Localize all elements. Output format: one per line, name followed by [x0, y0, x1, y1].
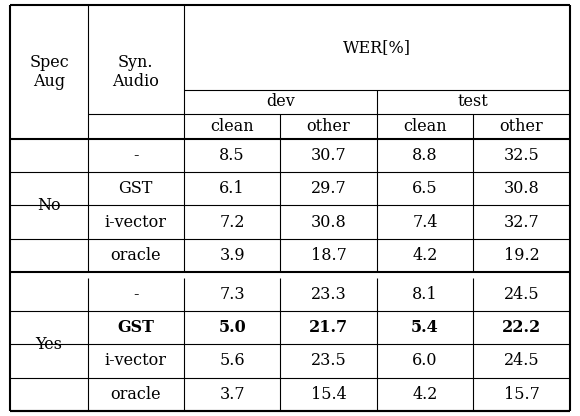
Text: 6.1: 6.1 [219, 180, 245, 197]
Text: test: test [458, 93, 488, 110]
Text: 30.8: 30.8 [503, 180, 539, 197]
Text: 5.4: 5.4 [411, 319, 439, 336]
Text: 3.9: 3.9 [219, 247, 245, 264]
Text: GST: GST [117, 319, 154, 336]
Text: 7.2: 7.2 [219, 213, 245, 230]
Text: 30.7: 30.7 [311, 147, 346, 164]
Text: i-vector: i-vector [104, 352, 166, 369]
Text: Spec
Aug: Spec Aug [29, 54, 69, 90]
Text: 8.8: 8.8 [412, 147, 438, 164]
Text: Yes: Yes [35, 336, 63, 353]
Text: 3.7: 3.7 [219, 386, 245, 403]
Text: 23.5: 23.5 [311, 352, 346, 369]
Text: 21.7: 21.7 [309, 319, 348, 336]
Text: 18.7: 18.7 [311, 247, 346, 264]
Text: 8.1: 8.1 [412, 286, 438, 303]
Text: other: other [499, 118, 543, 135]
Text: 30.8: 30.8 [311, 213, 346, 230]
Text: 4.2: 4.2 [412, 386, 438, 403]
Text: clean: clean [403, 118, 447, 135]
Text: 32.7: 32.7 [503, 213, 539, 230]
Text: 4.2: 4.2 [412, 247, 438, 264]
Text: 19.2: 19.2 [503, 247, 539, 264]
Text: oracle: oracle [110, 386, 161, 403]
Text: oracle: oracle [110, 247, 161, 264]
Text: Syn.
Audio: Syn. Audio [113, 54, 159, 90]
Text: 6.5: 6.5 [412, 180, 438, 197]
Text: 5.6: 5.6 [219, 352, 245, 369]
Text: 8.5: 8.5 [219, 147, 245, 164]
Text: 15.7: 15.7 [503, 386, 539, 403]
Text: -: - [133, 286, 139, 303]
Text: 15.4: 15.4 [311, 386, 346, 403]
Text: No: No [37, 197, 61, 214]
Text: clean: clean [211, 118, 254, 135]
Text: WER[%]: WER[%] [343, 39, 411, 56]
Text: 23.3: 23.3 [311, 286, 346, 303]
Text: 24.5: 24.5 [503, 352, 539, 369]
Text: dev: dev [266, 93, 295, 110]
Text: i-vector: i-vector [104, 213, 166, 230]
Text: 32.5: 32.5 [503, 147, 539, 164]
Text: 24.5: 24.5 [503, 286, 539, 303]
Text: 29.7: 29.7 [311, 180, 346, 197]
Text: -: - [133, 147, 139, 164]
Text: 6.0: 6.0 [412, 352, 438, 369]
Text: 7.4: 7.4 [412, 213, 438, 230]
Text: 22.2: 22.2 [502, 319, 541, 336]
Text: 7.3: 7.3 [219, 286, 245, 303]
Text: other: other [307, 118, 350, 135]
Text: 5.0: 5.0 [218, 319, 246, 336]
Text: GST: GST [118, 180, 153, 197]
